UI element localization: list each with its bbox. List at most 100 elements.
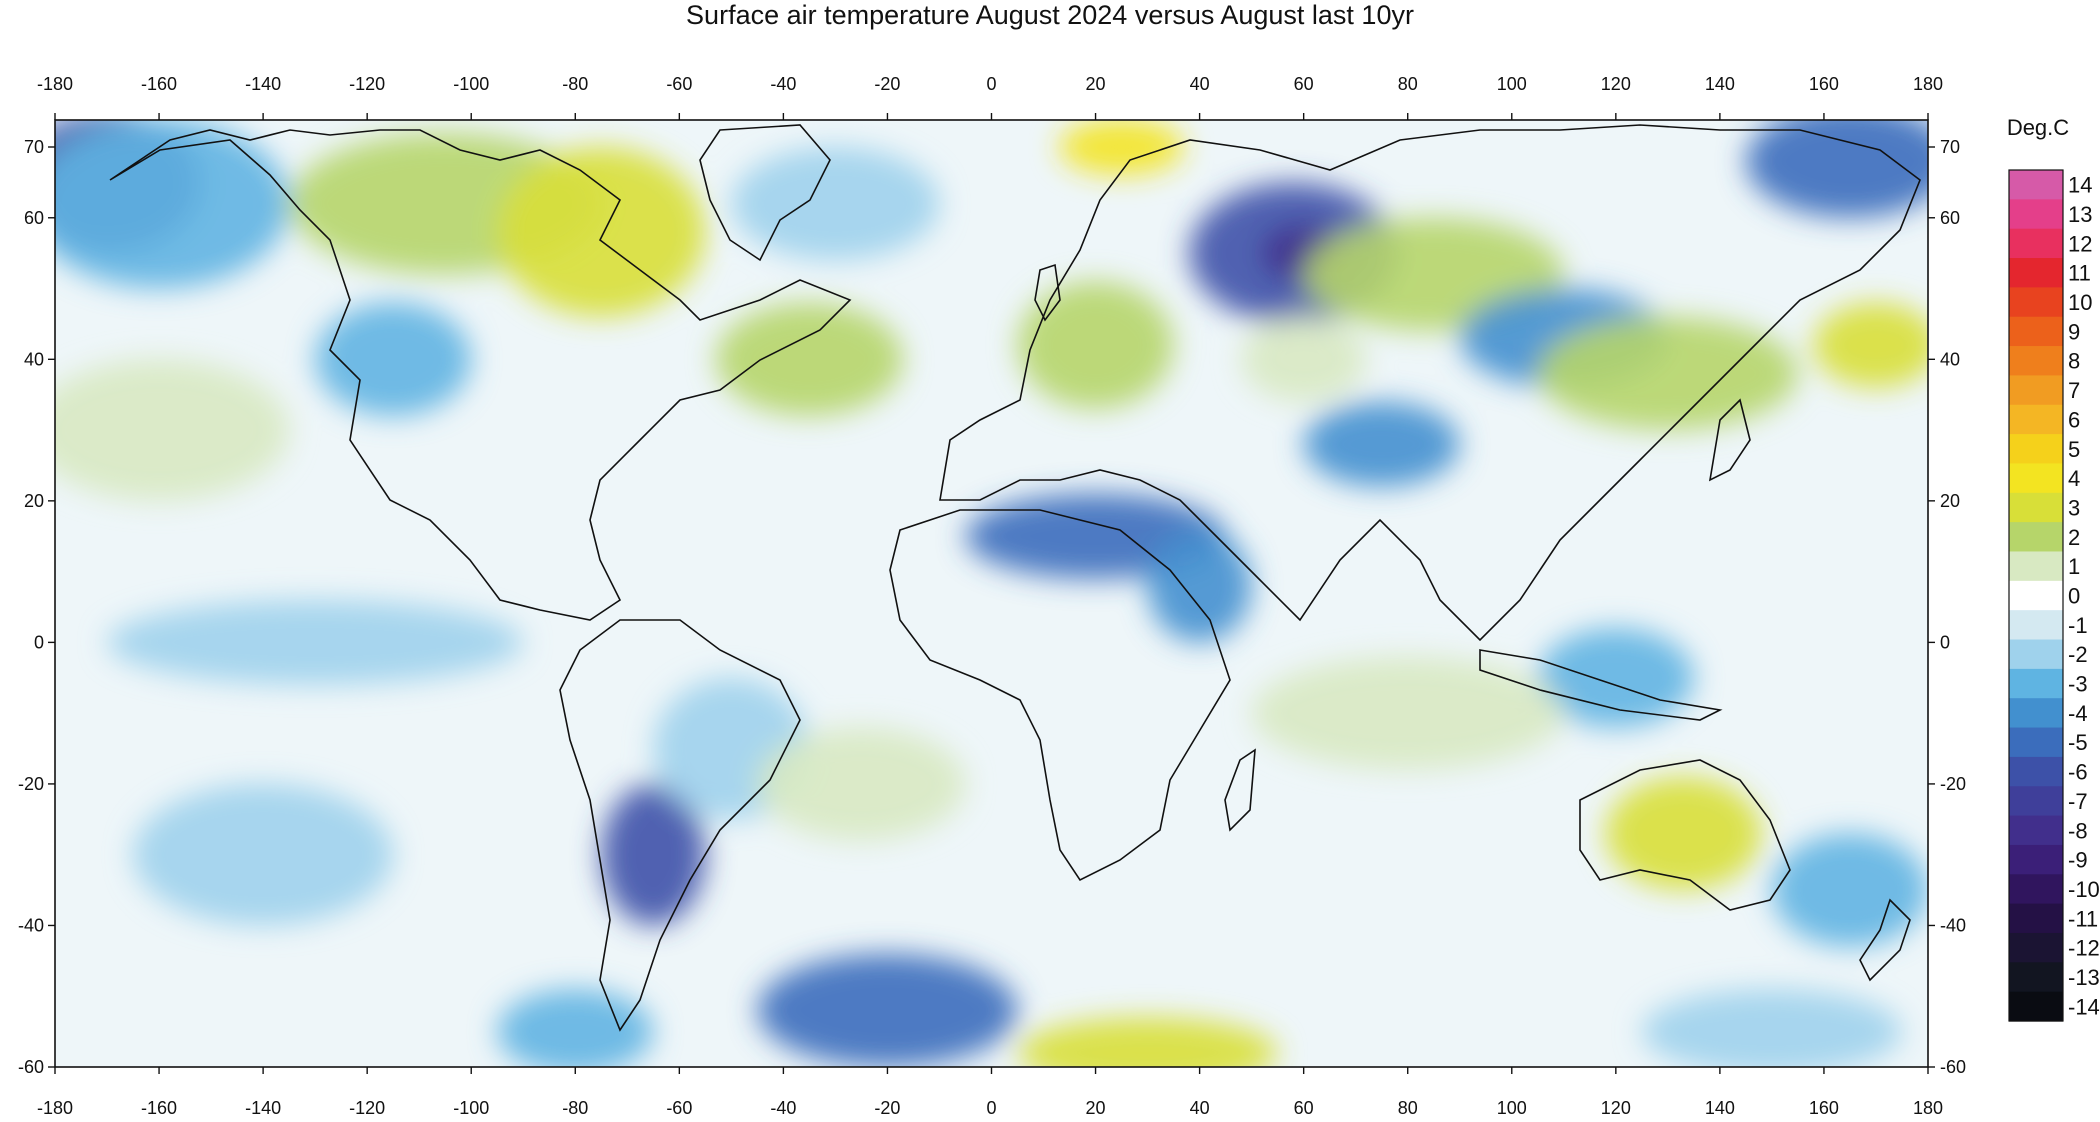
right-tick-label: 20 xyxy=(1940,491,1960,511)
top-tick-label: -80 xyxy=(562,74,588,94)
colorbar-label: -9 xyxy=(2068,848,2088,873)
anomaly-blob xyxy=(497,989,654,1067)
colorbar-label: 13 xyxy=(2068,202,2092,227)
colorbar-swatch xyxy=(2009,580,2063,611)
top-tick-label: 120 xyxy=(1601,74,1631,94)
left-tick-label: 0 xyxy=(34,632,44,652)
colorbar-label: -1 xyxy=(2068,613,2088,638)
colorbar-label: -11 xyxy=(2068,906,2098,931)
colorbar-swatch xyxy=(2009,199,2063,230)
bottom-tick-label: 180 xyxy=(1913,1098,1943,1118)
anomaly-blob xyxy=(601,783,706,926)
colorbar-swatch xyxy=(2009,522,2063,553)
anomaly-blob xyxy=(55,359,290,501)
colorbar-label: 14 xyxy=(2068,173,2092,198)
bottom-tick-label: -60 xyxy=(666,1098,692,1118)
anomaly-blob xyxy=(1745,120,1928,218)
colorbar-label: 4 xyxy=(2068,466,2080,491)
colorbar-swatch xyxy=(2009,375,2063,406)
bottom-tick-label: -180 xyxy=(37,1098,73,1118)
map-background xyxy=(55,120,1928,1067)
colorbar-swatch xyxy=(2009,258,2063,288)
colorbar-swatch xyxy=(2009,991,2063,1022)
bottom-tick-label: 140 xyxy=(1705,1098,1735,1118)
anomaly-blob xyxy=(1813,302,1928,388)
colorbar-label: -6 xyxy=(2068,760,2088,785)
right-tick-label: 0 xyxy=(1940,632,1950,652)
bottom-tick-label: 0 xyxy=(986,1098,996,1118)
colorbar-label: -3 xyxy=(2068,672,2088,697)
top-tick-label: -120 xyxy=(349,74,385,94)
colorbar-label: 2 xyxy=(2068,525,2080,550)
colorbar-labels: 14131211109876543210-1-2-3-4-5-6-7-8-9-1… xyxy=(2068,173,2100,1020)
coastline-north-america xyxy=(109,129,852,621)
top-tick-label: 180 xyxy=(1913,74,1943,94)
anomaly-blob xyxy=(1537,628,1694,728)
right-latitude-axis: 70 60 40 20 0 -20 -40 -60 xyxy=(1928,137,1966,1077)
top-tick-label: 80 xyxy=(1398,74,1418,94)
anomaly-blob xyxy=(1241,316,1367,402)
colorbar-swatches xyxy=(2009,170,2063,1022)
colorbar-swatch xyxy=(2009,316,2063,347)
colorbar: Deg.C 14131211109876543210-1-2-3-4-5-6-7… xyxy=(2007,115,2100,1022)
top-tick-label: -140 xyxy=(245,74,281,94)
colorbar-label: -7 xyxy=(2068,789,2088,814)
colorbar-swatch xyxy=(2009,492,2063,523)
colorbar-label: -2 xyxy=(2068,642,2088,667)
left-tick-label: 60 xyxy=(24,208,44,228)
colorbar-label: -8 xyxy=(2068,818,2088,843)
right-tick-label: 60 xyxy=(1940,208,1960,228)
left-latitude-axis: 70 60 40 20 0 -20 -40 -60 xyxy=(18,137,55,1077)
colorbar-swatch xyxy=(2009,844,2063,875)
left-tick-label: -40 xyxy=(18,915,44,935)
colorbar-swatch xyxy=(2009,639,2063,670)
colorbar-label: -10 xyxy=(2068,877,2100,902)
anomaly-blob xyxy=(133,783,394,926)
colorbar-label: 5 xyxy=(2068,437,2080,462)
top-tick-label: 100 xyxy=(1497,74,1527,94)
left-tick-label: -20 xyxy=(18,774,44,794)
right-tick-label: -60 xyxy=(1940,1057,1966,1077)
anomaly-blob xyxy=(715,302,904,416)
colorbar-swatch xyxy=(2009,170,2063,200)
colorbar-label: 8 xyxy=(2068,349,2080,374)
colorbar-swatch xyxy=(2009,287,2063,318)
top-tick-label: -60 xyxy=(666,74,692,94)
coastline-madagascar xyxy=(1224,748,1256,832)
colorbar-swatch xyxy=(2009,463,2063,494)
coastline-uk xyxy=(1034,263,1061,322)
top-tick-label: -20 xyxy=(874,74,900,94)
top-tick-label: 160 xyxy=(1809,74,1839,94)
colorbar-swatch xyxy=(2009,756,2063,787)
top-tick-label: -100 xyxy=(453,74,489,94)
anomaly-blob xyxy=(757,727,966,841)
bottom-tick-label: -80 xyxy=(562,1098,588,1118)
colorbar-label: -14 xyxy=(2068,994,2100,1019)
right-tick-label: -20 xyxy=(1940,774,1966,794)
bottom-longitude-axis: -180 -160 -140 -120 -100 -80 -60 -40 -20 0 20 40 60 8… xyxy=(37,1067,1943,1118)
map-plot-area xyxy=(54,119,1929,1068)
anomaly-blob xyxy=(1641,989,1902,1067)
bottom-tick-label: 100 xyxy=(1497,1098,1527,1118)
top-longitude-axis: -180 -160 -140 -120 -100 -80 -60 -40 -20 0 20 40 60 8… xyxy=(37,74,1943,120)
colorbar-label: 3 xyxy=(2068,495,2080,520)
coastline-eurasia xyxy=(939,124,1921,642)
top-tick-label: -40 xyxy=(770,74,796,94)
colorbar-label: -12 xyxy=(2068,936,2100,961)
left-tick-label: -60 xyxy=(18,1057,44,1077)
anomaly-blob xyxy=(1017,1017,1278,1067)
coastline-indonesia xyxy=(1479,649,1723,721)
colorbar-label: 1 xyxy=(2068,554,2080,579)
colorbar-label: -13 xyxy=(2068,965,2100,990)
colorbar-swatch xyxy=(2009,874,2063,905)
bottom-tick-label: -100 xyxy=(453,1098,489,1118)
anomaly-blob xyxy=(1251,656,1564,770)
anomaly-blob xyxy=(1605,776,1762,891)
map-title: Surface air temperature August 2024 vers… xyxy=(686,0,1414,30)
bottom-tick-label: 160 xyxy=(1809,1098,1839,1118)
colorbar-swatch xyxy=(2009,668,2063,699)
colorbar-swatch xyxy=(2009,727,2063,758)
top-tick-label: -160 xyxy=(141,74,177,94)
anomaly-blob xyxy=(757,953,1018,1067)
